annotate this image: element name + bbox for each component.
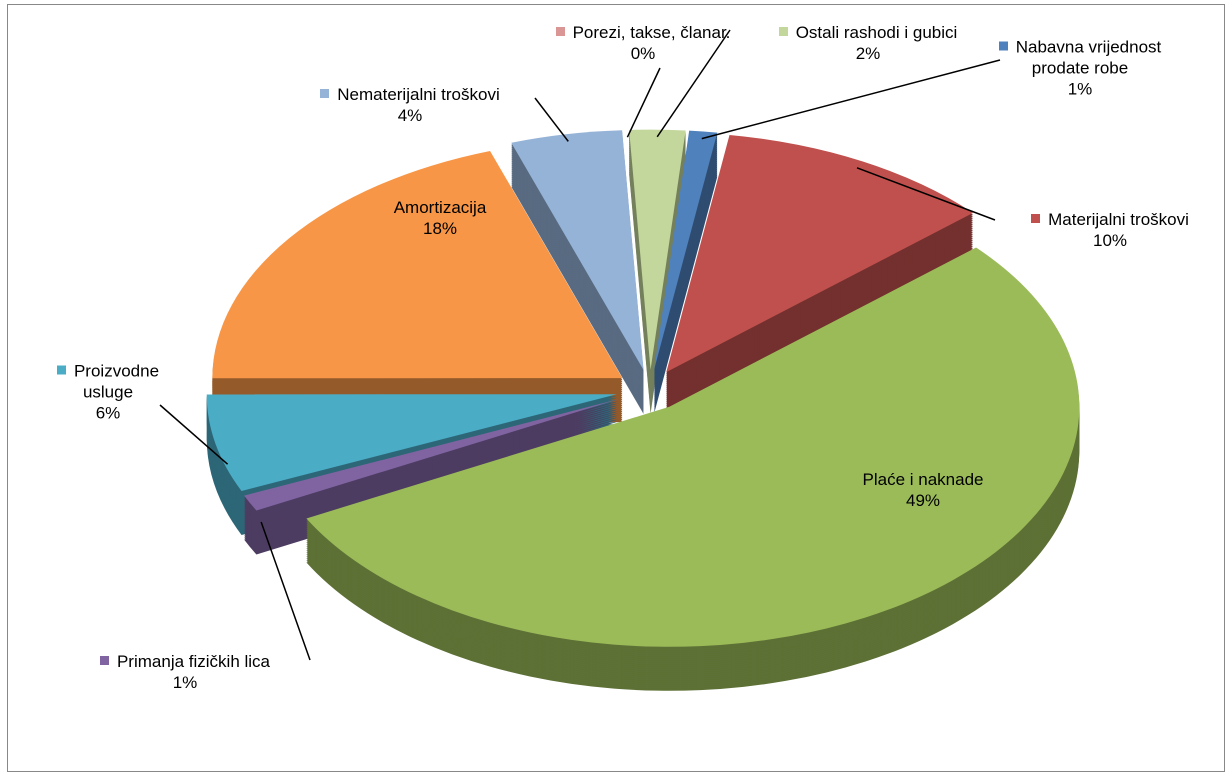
slice-side-layer [626, 155, 649, 396]
slice-side-layer [626, 145, 649, 386]
slice-side-layer [654, 152, 718, 392]
value-label: 2% [855, 44, 881, 63]
slice-side-layer [626, 151, 649, 392]
category-label: Plaće i naknade [862, 470, 984, 489]
leader-line [626, 67, 661, 138]
slice [654, 130, 718, 370]
legend-swatch [56, 365, 66, 375]
leader-line [260, 521, 311, 661]
leader-line [701, 59, 1001, 140]
slice-side-layer [626, 161, 649, 402]
slice [511, 130, 644, 370]
slice-side-layer [626, 173, 649, 414]
slice-side-layer [626, 141, 649, 382]
slice-side-layer [626, 149, 649, 390]
category-label: Proizvodne usluge [73, 361, 160, 402]
category-label: Primanja fizičkih lica [116, 652, 271, 671]
category-label: Amortizacija [393, 198, 487, 217]
slice-side [626, 131, 649, 414]
slice-side-layer [654, 166, 718, 406]
data-label: Proizvodne usluge 6% [43, 361, 173, 424]
value-label: 49% [905, 491, 941, 510]
slice-side-layer [626, 147, 649, 388]
slice-side-layer [626, 153, 649, 394]
slice-side-layer [626, 159, 649, 400]
leader-line [534, 97, 569, 142]
slice-side-layer [654, 132, 718, 372]
category-label: Nabavna vrijednost prodate robe [1015, 37, 1162, 78]
value-label: 0% [630, 44, 656, 63]
slice-side-layer [654, 162, 718, 402]
slice-side-layer [654, 158, 718, 398]
category-label: Nematerijalni troškovi [337, 85, 500, 104]
slice-side-layer [654, 140, 718, 380]
slice [629, 129, 686, 370]
slice-side-layer [626, 169, 649, 410]
category-label: Materijalni troškovi [1048, 210, 1189, 229]
slice-side-layer [654, 148, 718, 388]
category-label: Porezi, takse, članar. [572, 23, 731, 42]
leader-line [159, 404, 229, 465]
slice-side-layer [626, 135, 649, 376]
value-label: 4% [397, 106, 423, 125]
slice-side-layer [654, 134, 718, 374]
data-label: Primanja fizičkih lica 1% [55, 651, 315, 693]
slice-side-layer [654, 146, 718, 386]
value-label: 10% [1092, 231, 1128, 250]
slice-side-layer [654, 172, 718, 412]
slice-side-layer [654, 168, 718, 408]
data-label: Porezi, takse, članar. 0% [508, 22, 778, 64]
slice [212, 150, 623, 379]
slice-side-layer [654, 170, 718, 410]
slice-side-layer [654, 164, 718, 404]
legend-swatch [320, 89, 330, 98]
data-label: Nematerijalni troškovi 4% [280, 84, 540, 126]
data-label: Materijalni troškovi 10% [995, 209, 1225, 251]
slice-side-layer [654, 154, 718, 394]
slice [206, 394, 617, 491]
slice-side-layer [654, 160, 718, 400]
value-label: 1% [172, 673, 198, 692]
slice-side-layer [626, 131, 649, 372]
value-label: 1% [1067, 79, 1093, 99]
slice-side-layer [626, 171, 649, 412]
slice [306, 247, 1080, 647]
legend-swatch [1031, 214, 1041, 223]
slice [666, 134, 974, 373]
slice-side-layer [654, 150, 718, 390]
legend-swatch [555, 27, 565, 36]
slice-side-layer [654, 174, 718, 414]
slice-side-layer [654, 136, 718, 376]
data-label: Plaće i naknade 49% [843, 469, 1003, 511]
data-label: Ostali rashodi i gubici 2% [728, 22, 1008, 64]
slice [626, 129, 649, 370]
chart-frame [7, 4, 1225, 772]
slice-side [654, 132, 718, 414]
data-label: Amortizacija 18% [360, 197, 520, 239]
value-label: 6% [95, 403, 121, 423]
legend-swatch [778, 27, 788, 36]
slice-side-layer [626, 139, 649, 380]
slice-side-layer [626, 163, 649, 404]
slice-side-layer [626, 143, 649, 384]
category-label: Ostali rashodi i gubici [795, 23, 958, 42]
leader-line [856, 167, 996, 221]
leader-line [656, 29, 731, 138]
slice-side-layer [654, 156, 718, 396]
legend-swatch [99, 656, 109, 665]
slice-side-layer [626, 167, 649, 408]
slice-side-layer [654, 142, 718, 382]
slice-side-layer [626, 133, 649, 374]
slice-side-layer [626, 137, 649, 378]
slice-side-layer [654, 138, 718, 378]
slice-side-layer [626, 157, 649, 398]
data-label: Nabavna vrijednost prodate robe 1% [995, 37, 1165, 100]
legend-swatch [998, 41, 1008, 51]
slice-side-layer [626, 165, 649, 406]
slice-side-layer [654, 144, 718, 384]
slice [244, 398, 620, 511]
value-label: 18% [422, 219, 458, 238]
